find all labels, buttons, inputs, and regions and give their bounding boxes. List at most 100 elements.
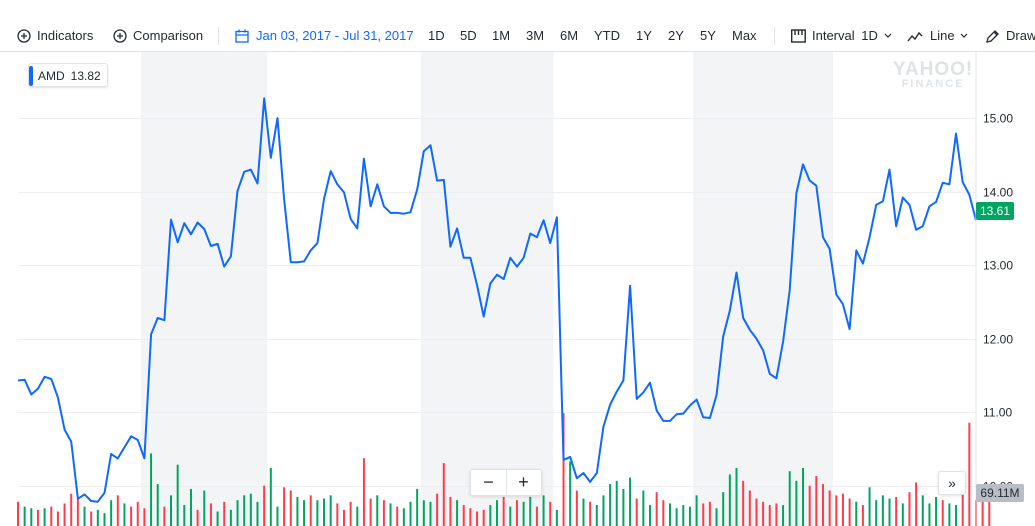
- range-3m[interactable]: 3M: [526, 28, 545, 43]
- volume-bar: [396, 506, 399, 526]
- chart-toolbar: Indicators Comparison Jan 03, 2017 - Jul…: [0, 0, 1035, 52]
- date-range-label: Jan 03, 2017 - Jul 31, 2017: [256, 28, 414, 43]
- volume-bar: [915, 482, 918, 526]
- volume-bar: [535, 506, 538, 526]
- volume-bar: [249, 493, 252, 526]
- ruler-icon: [791, 29, 806, 43]
- volume-bar: [76, 496, 79, 526]
- volume-bar: [216, 511, 219, 526]
- month-band: [141, 52, 268, 526]
- volume-bar: [63, 503, 66, 526]
- volume-bar: [968, 422, 971, 526]
- volume-bar: [409, 501, 412, 526]
- volume-bar: [782, 505, 785, 526]
- volume-bar: [402, 508, 405, 526]
- range-max[interactable]: Max: [732, 28, 757, 43]
- series-legend[interactable]: AMD 13.82: [28, 63, 108, 87]
- volume-bar: [476, 511, 479, 526]
- volume-bar: [256, 501, 259, 526]
- volume-bar: [17, 501, 19, 526]
- indicators-label: Indicators: [37, 28, 94, 43]
- volume-bar: [582, 498, 585, 526]
- range-ytd[interactable]: YTD: [594, 28, 620, 43]
- volume-bar: [821, 484, 824, 526]
- chevron-down-icon: [884, 33, 891, 38]
- volume-bar: [70, 493, 73, 526]
- range-6m[interactable]: 6M: [560, 28, 579, 43]
- volume-bar: [615, 480, 618, 526]
- volume-bar: [329, 495, 332, 526]
- volume-bar: [928, 503, 931, 526]
- volume-bar: [802, 467, 805, 526]
- volume-bar: [236, 500, 239, 526]
- range-2y[interactable]: 2Y: [668, 28, 684, 43]
- zoom-controls: − +: [470, 469, 542, 496]
- volume-bar: [356, 506, 359, 526]
- volume-bar: [622, 488, 625, 526]
- chevron-down-icon: [960, 33, 968, 38]
- volume-bar: [336, 503, 339, 526]
- volume-bar: [83, 506, 86, 526]
- volume-bar: [522, 501, 525, 526]
- volume-bar: [655, 492, 658, 526]
- interval-selector[interactable]: Interval 1D: [791, 28, 892, 44]
- volume-bar: [988, 492, 991, 526]
- volume-bar: [342, 509, 345, 526]
- volume-bar: [482, 509, 485, 526]
- y-tick-label: 11.00: [983, 406, 1012, 420]
- volume-bar: [955, 505, 958, 526]
- range-1m[interactable]: 1M: [492, 28, 511, 43]
- volume-bar: [688, 506, 691, 526]
- volume-bar: [203, 490, 206, 526]
- volume-bar: [735, 467, 738, 526]
- range-5y[interactable]: 5Y: [700, 28, 716, 43]
- volume-bar: [189, 488, 192, 526]
- volume-bar: [289, 490, 292, 526]
- volume-bar: [276, 506, 279, 526]
- range-1y[interactable]: 1Y: [636, 28, 652, 43]
- calendar-icon: [235, 29, 249, 43]
- volume-bar: [575, 490, 578, 526]
- draw-button[interactable]: Draw: [985, 28, 1035, 44]
- range-1d[interactable]: 1D: [428, 28, 445, 43]
- volume-bar: [695, 495, 698, 526]
- volume-bar: [715, 508, 718, 526]
- volume-bar: [196, 509, 199, 526]
- range-5d[interactable]: 5D: [460, 28, 477, 43]
- indicators-button[interactable]: Indicators: [17, 28, 93, 44]
- zoom-out-button[interactable]: −: [471, 470, 507, 495]
- volume-bar: [462, 505, 465, 526]
- volume-bar: [675, 508, 678, 526]
- volume-bar: [708, 501, 711, 526]
- volume-bar: [136, 501, 139, 526]
- volume-bar: [316, 500, 319, 526]
- volume-bar: [935, 496, 938, 526]
- volume-bar: [875, 500, 878, 526]
- volume-bar: [542, 495, 545, 526]
- date-range-picker[interactable]: Jan 03, 2017 - Jul 31, 2017: [235, 28, 414, 44]
- volume-bar: [509, 506, 512, 526]
- volume-bar: [502, 496, 505, 526]
- volume-bar: [150, 453, 153, 526]
- legend-symbol: AMD: [38, 69, 65, 83]
- volume-bar: [90, 511, 93, 526]
- volume-bar: [130, 506, 133, 526]
- volume-bar: [110, 500, 113, 526]
- volume-bar: [263, 485, 266, 526]
- volume-bar: [376, 495, 379, 526]
- scroll-to-end-button[interactable]: »: [938, 471, 966, 495]
- month-band: [420, 52, 554, 526]
- volume-bar: [662, 500, 665, 526]
- volume-bar: [496, 500, 498, 526]
- volume-bar: [748, 490, 751, 526]
- volume-bar: [795, 480, 798, 526]
- volume-bar: [469, 508, 472, 526]
- draw-label: Draw: [1006, 28, 1035, 43]
- chart-type-selector[interactable]: Line: [907, 28, 968, 44]
- volume-bar: [23, 506, 26, 526]
- comparison-button[interactable]: Comparison: [113, 28, 203, 44]
- zoom-in-button[interactable]: +: [518, 472, 529, 492]
- volume-bar: [549, 501, 552, 526]
